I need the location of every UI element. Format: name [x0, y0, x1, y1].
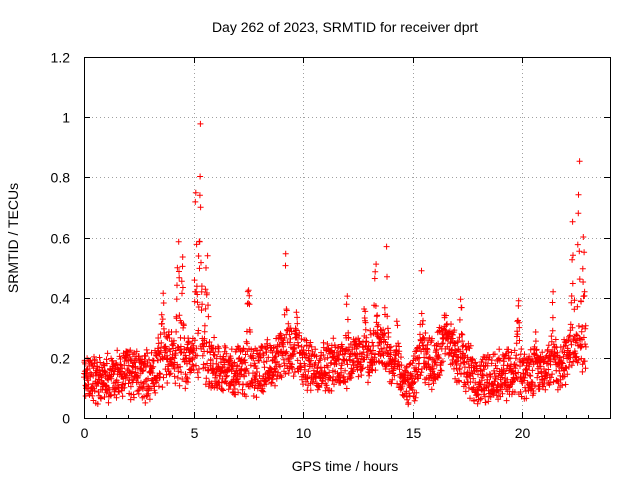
x-tick-label: 20 — [515, 425, 531, 441]
y-tick-label: 0.8 — [51, 170, 71, 186]
x-tick-label: 10 — [296, 425, 312, 441]
y-tick-label: 1.2 — [51, 50, 71, 66]
y-tick-label: 0.6 — [51, 231, 71, 247]
y-tick-label: 0 — [62, 411, 70, 427]
x-tick-label: 15 — [406, 425, 422, 441]
x-tick-label: 0 — [81, 425, 89, 441]
axis-ticks: 0 5 10 15 20 0 0.2 0.4 0.6 0.8 1 1.2 — [51, 50, 610, 441]
chart-title: Day 262 of 2023, SRMTID for receiver dpr… — [212, 19, 478, 35]
y-tick-label: 1 — [62, 110, 70, 126]
x-tick-label: 5 — [191, 425, 199, 441]
y-axis-label: SRMTID / TECUs — [5, 183, 21, 293]
y-tick-label: 0.4 — [51, 291, 71, 307]
x-axis-label: GPS time / hours — [292, 458, 399, 474]
y-tick-label: 0.2 — [51, 351, 71, 367]
